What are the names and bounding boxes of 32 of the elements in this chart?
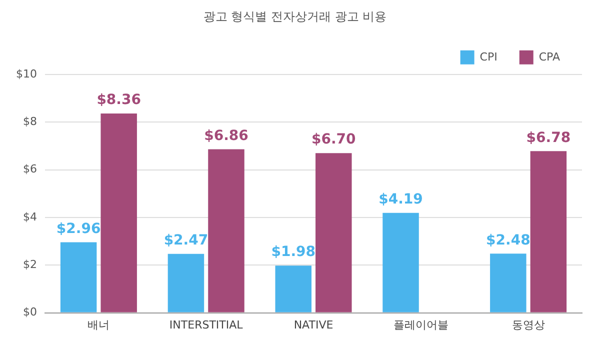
y-tick-label: $0 <box>22 306 37 319</box>
bar <box>208 149 244 312</box>
bar <box>60 242 97 312</box>
x-tick-label: 동영상 <box>512 318 545 332</box>
x-tick-label: 플레이어블 <box>393 318 448 332</box>
y-tick-label: $10 <box>16 67 37 80</box>
bar <box>168 254 204 312</box>
y-tick-label: $6 <box>22 162 37 176</box>
data-label: $4.19 <box>378 192 423 208</box>
bar <box>100 114 137 312</box>
y-tick-label: $2 <box>22 258 37 271</box>
bar <box>316 153 352 312</box>
data-label: $1.98 <box>271 244 316 260</box>
legend-label: CPI <box>480 50 498 64</box>
bar <box>382 212 419 312</box>
data-label: $2.47 <box>164 232 208 249</box>
data-label: $2.48 <box>486 232 530 248</box>
data-label: $2.96 <box>56 220 101 237</box>
x-tick-label: INTERSTITIAL <box>169 318 244 332</box>
y-tick-label: $8 <box>22 114 37 128</box>
x-tick-label: NATIVE <box>294 318 334 332</box>
bar <box>490 254 526 312</box>
data-label: $8.36 <box>96 92 141 108</box>
data-label: $6.86 <box>204 128 248 144</box>
bar <box>530 151 567 312</box>
chart-title: 광고 형식별 전자상거래 광고 비용 <box>203 9 387 24</box>
bar <box>275 266 312 312</box>
x-tick-label: 배너 <box>88 318 110 332</box>
data-label: $6.70 <box>311 132 356 148</box>
data-label: $6.78 <box>526 130 571 146</box>
legend-label: CPA <box>538 50 560 64</box>
y-tick-label: $4 <box>22 210 37 224</box>
